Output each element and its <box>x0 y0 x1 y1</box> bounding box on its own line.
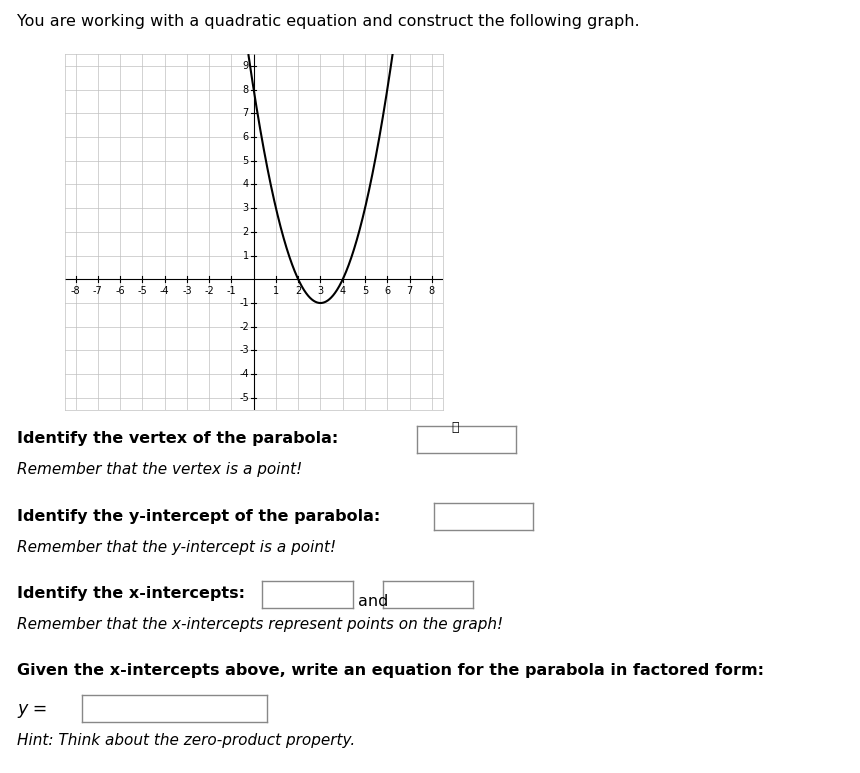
Text: -3: -3 <box>239 346 249 356</box>
Text: 3: 3 <box>317 286 323 296</box>
Text: 1: 1 <box>243 250 249 261</box>
Text: -4: -4 <box>239 369 249 379</box>
Text: 7: 7 <box>243 108 249 118</box>
Text: -6: -6 <box>115 286 125 296</box>
Text: Given the x-intercepts above, write an equation for the parabola in factored for: Given the x-intercepts above, write an e… <box>17 663 765 678</box>
Text: 6: 6 <box>243 132 249 142</box>
Text: -8: -8 <box>71 286 81 296</box>
Text: 8: 8 <box>428 286 435 296</box>
Text: 4: 4 <box>243 179 249 189</box>
Text: Identify the vertex of the parabola:: Identify the vertex of the parabola: <box>17 431 339 446</box>
Text: -2: -2 <box>239 322 249 332</box>
Text: -2: -2 <box>205 286 214 296</box>
Text: -1: -1 <box>239 298 249 308</box>
Text: 5: 5 <box>362 286 368 296</box>
Text: -5: -5 <box>138 286 147 296</box>
Text: Hint: Think about the zero-product property.: Hint: Think about the zero-product prope… <box>17 733 355 747</box>
Text: and: and <box>358 594 388 608</box>
Text: -4: -4 <box>160 286 169 296</box>
Text: 1: 1 <box>273 286 279 296</box>
Text: 6: 6 <box>384 286 390 296</box>
Text: 4: 4 <box>340 286 346 296</box>
Text: Remember that the y-intercept is a point!: Remember that the y-intercept is a point… <box>17 540 336 554</box>
Text: Identify the x-intercepts:: Identify the x-intercepts: <box>17 586 245 601</box>
Text: You are working with a quadratic equation and construct the following graph.: You are working with a quadratic equatio… <box>17 14 640 29</box>
Text: Remember that the x-intercepts represent points on the graph!: Remember that the x-intercepts represent… <box>17 617 503 632</box>
Text: 7: 7 <box>407 286 413 296</box>
Text: 9: 9 <box>243 61 249 71</box>
Text: 2: 2 <box>243 227 249 237</box>
Text: y =: y = <box>17 700 47 718</box>
Text: 3: 3 <box>243 203 249 213</box>
Text: 5: 5 <box>243 156 249 165</box>
Text: 8: 8 <box>243 85 249 94</box>
Text: 🔍: 🔍 <box>452 421 459 434</box>
Text: 2: 2 <box>295 286 301 296</box>
Text: Remember that the vertex is a point!: Remember that the vertex is a point! <box>17 462 303 477</box>
Text: -3: -3 <box>182 286 192 296</box>
Text: Identify the y-intercept of the parabola:: Identify the y-intercept of the parabola… <box>17 509 380 523</box>
Text: -1: -1 <box>227 286 237 296</box>
Text: -7: -7 <box>93 286 102 296</box>
Text: -5: -5 <box>239 393 249 403</box>
